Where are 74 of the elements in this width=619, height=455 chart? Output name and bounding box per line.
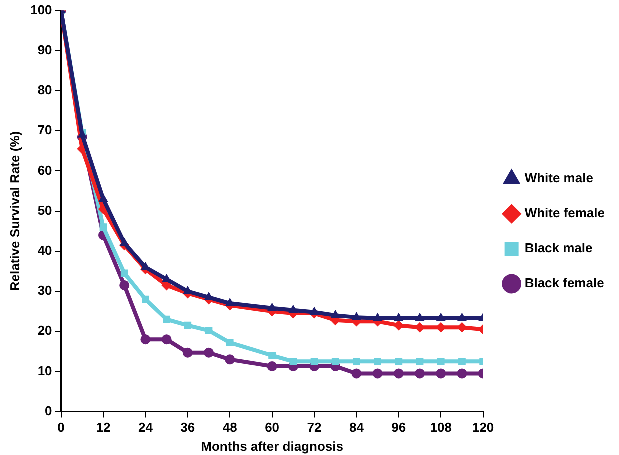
point <box>374 358 382 366</box>
x-tick-label: 84 <box>349 420 365 436</box>
point <box>437 358 445 366</box>
point <box>289 305 298 314</box>
point <box>120 270 128 278</box>
point <box>100 224 108 232</box>
legend-label: Black female <box>524 276 604 291</box>
point <box>268 303 277 312</box>
y-tick-label: 60 <box>38 162 52 178</box>
point <box>458 358 466 366</box>
point <box>310 358 318 366</box>
point <box>331 310 340 318</box>
point <box>205 327 213 334</box>
point <box>416 313 424 322</box>
x-tick-label: 120 <box>472 420 494 436</box>
x-tick-label: 72 <box>307 420 322 436</box>
y-tick-label: 70 <box>38 122 52 138</box>
point <box>182 348 193 358</box>
x-tick-label: 48 <box>222 420 238 436</box>
x-tick-label: 108 <box>430 420 452 436</box>
point <box>268 352 276 360</box>
legend-label: White male <box>524 170 594 186</box>
point <box>352 368 362 379</box>
point <box>373 313 382 322</box>
y-tick-label: 90 <box>38 42 52 58</box>
point <box>394 320 404 331</box>
point <box>226 298 234 306</box>
y-tick-label: 20 <box>38 323 52 338</box>
y-axis-title: Relative Survival Rate (%) <box>7 131 22 292</box>
point <box>436 322 446 333</box>
y-tick-label: 80 <box>38 82 52 98</box>
y-tick-label: 40 <box>38 242 52 258</box>
point <box>436 313 446 322</box>
point <box>415 368 426 379</box>
point <box>142 296 150 304</box>
point <box>416 358 424 366</box>
point <box>225 354 236 365</box>
point <box>458 313 467 322</box>
point <box>163 316 170 324</box>
point <box>204 348 214 358</box>
x-tick-label: 96 <box>392 420 406 436</box>
point <box>457 322 468 333</box>
point <box>226 339 234 347</box>
x-axis-title: Months after diagnosis <box>201 438 344 454</box>
x-tick-label: 0 <box>58 420 65 436</box>
point <box>120 238 129 246</box>
point <box>310 307 319 316</box>
y-tick-label: 100 <box>30 2 52 18</box>
point <box>162 334 172 345</box>
point <box>140 334 151 345</box>
point <box>394 368 404 379</box>
x-tick-label: 12 <box>96 420 111 436</box>
y-tick-label: 0 <box>45 403 52 418</box>
y-tick-label: 30 <box>38 283 52 298</box>
x-tick-label: 36 <box>180 420 196 436</box>
point <box>395 358 403 366</box>
point <box>352 312 362 320</box>
x-tick-label: 60 <box>265 420 280 436</box>
point <box>184 322 192 330</box>
y-tick-label: 10 <box>38 363 52 378</box>
x-tick-label: 24 <box>138 420 154 436</box>
point <box>436 368 446 379</box>
point <box>353 358 360 366</box>
point <box>394 313 404 322</box>
point <box>332 358 340 366</box>
point <box>372 368 383 379</box>
point <box>99 194 108 202</box>
point <box>120 280 130 290</box>
legend-label: Black male <box>524 240 593 256</box>
point <box>267 361 278 372</box>
point <box>290 358 298 366</box>
point <box>457 368 468 379</box>
y-tick-label: 50 <box>38 202 52 218</box>
legend-label: White female <box>524 206 606 221</box>
